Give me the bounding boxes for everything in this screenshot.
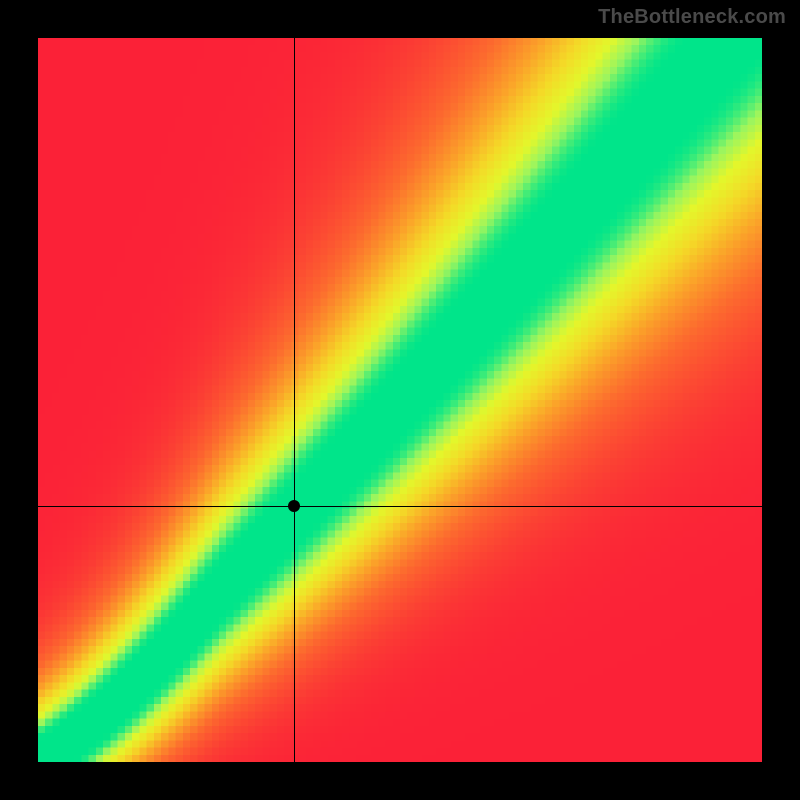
chart-container: TheBottleneck.com (0, 0, 800, 800)
watermark-text: TheBottleneck.com (598, 6, 786, 29)
plot-area (38, 38, 762, 762)
bottleneck-heatmap (38, 38, 762, 762)
crosshair-vertical (294, 38, 295, 762)
crosshair-horizontal (38, 506, 762, 507)
intersection-marker (288, 500, 300, 512)
